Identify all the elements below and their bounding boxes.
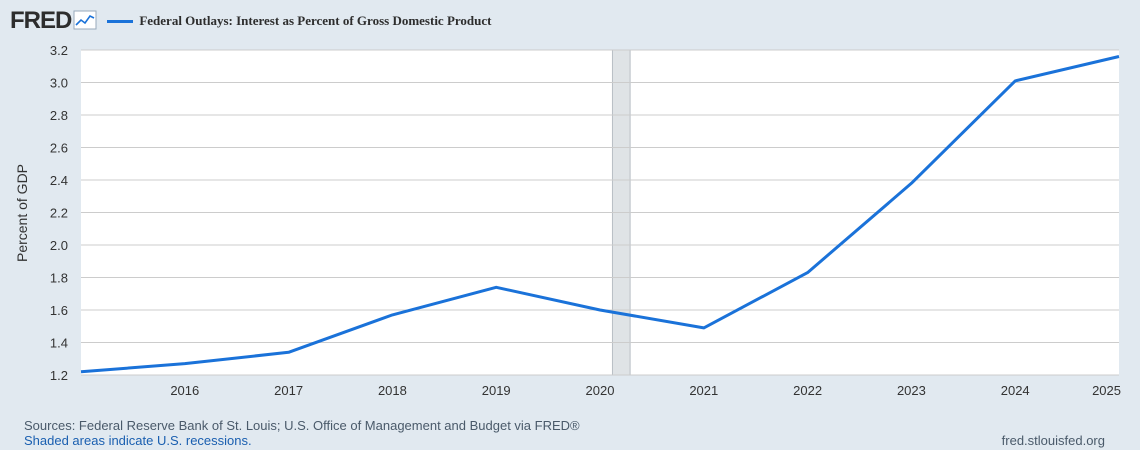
data-point[interactable]	[76, 367, 86, 377]
fred-url-link[interactable]: fred.stlouisfed.org	[1001, 433, 1105, 448]
x-tick-label: 2020	[586, 383, 615, 398]
y-tick-label: 2.6	[50, 141, 68, 156]
data-point[interactable]	[699, 323, 709, 333]
data-point[interactable]	[284, 347, 294, 357]
data-point[interactable]	[1010, 76, 1020, 86]
x-tick-label: 2025	[1092, 383, 1121, 398]
x-tick-label: 2018	[378, 383, 407, 398]
legend: Federal Outlays: Interest as Percent of …	[107, 13, 491, 29]
legend-swatch	[107, 19, 134, 23]
y-tick-label: 1.6	[50, 303, 68, 318]
sources-note: Sources: Federal Reserve Bank of St. Lou…	[24, 418, 580, 433]
data-point[interactable]	[387, 310, 397, 320]
data-point[interactable]	[180, 359, 190, 369]
data-point[interactable]	[803, 268, 813, 278]
legend-label: Federal Outlays: Interest as Percent of …	[139, 13, 492, 28]
x-tick-label: 2022	[793, 383, 822, 398]
y-tick-label: 1.4	[50, 336, 68, 351]
data-point[interactable]	[595, 305, 605, 315]
y-tick-label: 2.0	[50, 238, 68, 253]
x-tick-label: 2017	[274, 383, 303, 398]
data-point[interactable]	[1114, 52, 1124, 62]
recession-note-link[interactable]: Shaded areas indicate U.S. recessions.	[24, 433, 252, 448]
y-tick-label: 3.2	[50, 43, 68, 58]
x-tick-label: 2016	[170, 383, 199, 398]
line-chart-icon	[73, 10, 97, 35]
data-point[interactable]	[906, 178, 916, 188]
data-point[interactable]	[491, 282, 501, 292]
x-tick-label: 2023	[897, 383, 926, 398]
series-line	[80, 55, 1120, 374]
y-tick-label: 1.8	[50, 271, 68, 286]
y-tick-label: 1.2	[50, 368, 68, 383]
x-tick-label: 2021	[689, 383, 718, 398]
y-tick-label: 2.2	[50, 206, 68, 221]
y-tick-label: 3.0	[50, 76, 68, 91]
chart-header: FRED Federal Outlays: Interest as Percen…	[10, 6, 491, 36]
y-axis-label: Percent of GDP	[14, 164, 30, 262]
fred-logo[interactable]: FRED	[10, 7, 72, 34]
y-tick-label: 2.4	[50, 173, 68, 188]
y-tick-label: 2.8	[50, 108, 68, 123]
x-tick-label: 2024	[1001, 383, 1030, 398]
x-tick-label: 2019	[482, 383, 511, 398]
